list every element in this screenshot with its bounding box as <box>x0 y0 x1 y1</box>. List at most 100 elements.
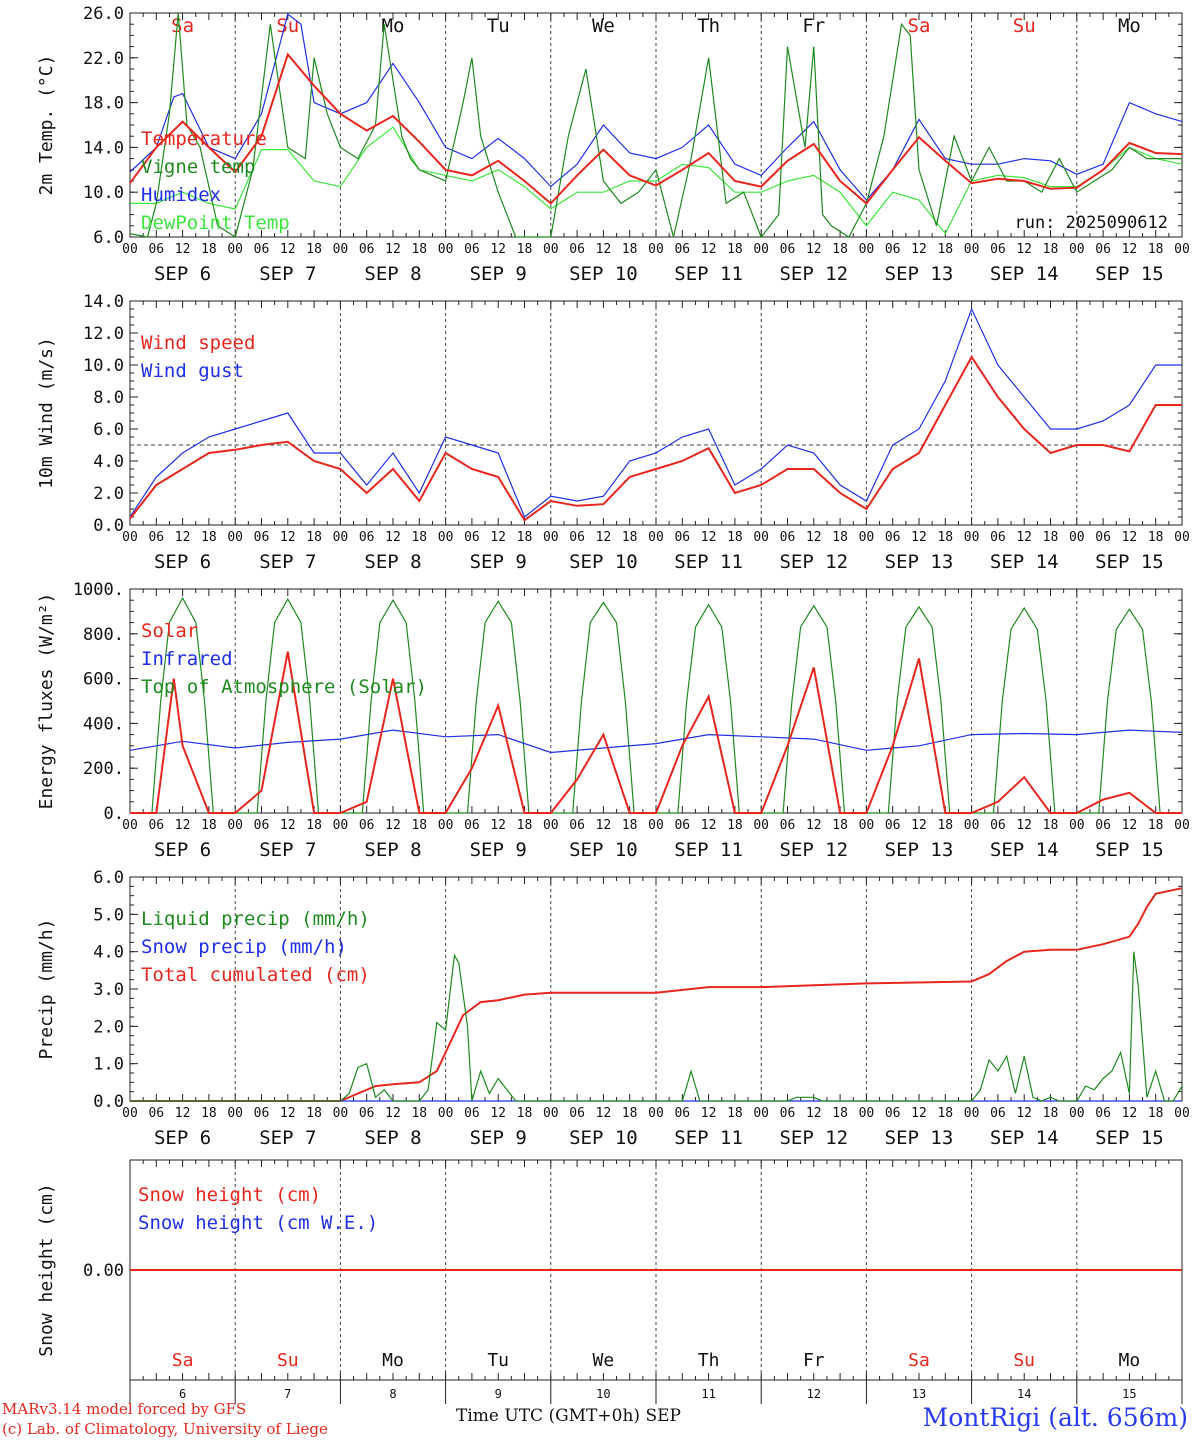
date-label: SEP 6 <box>154 839 211 861</box>
hour-tick-label: 18 <box>1043 1106 1059 1121</box>
hour-tick-label: 00 <box>859 1106 875 1121</box>
weekday-label: Mo <box>1118 15 1141 37</box>
y-tick-label: 12.0 <box>83 324 124 344</box>
y-tick-label: 10.0 <box>83 183 124 203</box>
hour-tick-label: 18 <box>411 242 427 257</box>
hour-tick-label: 00 <box>227 530 243 545</box>
hour-tick-label: 00 <box>333 242 349 257</box>
legend-entry: Snow height (cm W.E.) <box>138 1212 378 1234</box>
hour-tick-label: 06 <box>1095 530 1111 545</box>
date-label: SEP 15 <box>1095 551 1164 573</box>
y-tick-label: 1.0 <box>93 1055 124 1075</box>
y-tick-label: 3.0 <box>93 980 124 1000</box>
date-label: SEP 6 <box>154 551 211 573</box>
hour-tick-label: 00 <box>648 1106 664 1121</box>
hour-tick-label: 00 <box>964 818 980 833</box>
weekday-label: Fr <box>802 15 825 37</box>
y-axis-title: Snow height (cm) <box>36 1183 57 1356</box>
hour-tick-label: 00 <box>438 818 454 833</box>
hour-tick-label: 06 <box>780 818 796 833</box>
hour-tick-label: 06 <box>674 530 690 545</box>
hour-tick-label: 18 <box>306 530 322 545</box>
weekday-label: Su <box>277 1350 299 1371</box>
weekday-label: Sa <box>908 1350 930 1371</box>
hour-tick-label: 12 <box>1016 1106 1032 1121</box>
y-tick-label: 10.0 <box>83 356 124 376</box>
y-tick-label: 0. <box>104 804 124 824</box>
date-label: SEP 13 <box>885 263 954 285</box>
hour-tick-label: 12 <box>490 1106 506 1121</box>
hour-tick-label: 18 <box>1148 242 1164 257</box>
hour-tick-label: 18 <box>937 242 953 257</box>
hour-tick-label: 18 <box>201 242 217 257</box>
legend-entry: DewPoint Temp <box>141 212 290 234</box>
hour-tick-label: 12 <box>701 818 717 833</box>
hour-tick-label: 18 <box>517 242 533 257</box>
hour-tick-label: 18 <box>622 818 638 833</box>
hour-tick-label: 12 <box>1122 1106 1138 1121</box>
hour-tick-label: 00 <box>333 530 349 545</box>
series-line-total-cumulated-cm- <box>130 887 1183 1102</box>
hour-tick-label: 06 <box>254 1106 270 1121</box>
hour-tick-label: 18 <box>411 530 427 545</box>
weekday-label: Su <box>1013 15 1036 37</box>
date-label: SEP 11 <box>674 1127 743 1149</box>
hour-tick-label: 18 <box>306 818 322 833</box>
hour-tick-label: 18 <box>306 1106 322 1121</box>
hour-tick-label: 12 <box>806 1106 822 1121</box>
y-tick-label: 8.0 <box>93 388 124 408</box>
legend-entry: Snow height (cm) <box>138 1184 321 1206</box>
hour-tick-label: 12 <box>175 1106 191 1121</box>
hour-tick-label: 12 <box>596 818 612 833</box>
y-tick-label: 0.00 <box>83 1261 124 1281</box>
hour-tick-label: 12 <box>1016 818 1032 833</box>
hour-tick-label: 12 <box>1122 818 1138 833</box>
date-label: SEP 13 <box>885 839 954 861</box>
hour-tick-label: 00 <box>227 242 243 257</box>
hour-tick-label: 00 <box>1069 818 1085 833</box>
date-label: SEP 9 <box>470 839 527 861</box>
y-tick-label: 2.0 <box>93 484 124 504</box>
date-label: SEP 12 <box>779 263 848 285</box>
legend-entry: Wind gust <box>141 360 244 382</box>
hour-tick-label: 06 <box>1095 1106 1111 1121</box>
hour-tick-label: 12 <box>280 818 296 833</box>
hour-tick-label: 12 <box>911 530 927 545</box>
hour-tick-label: 06 <box>254 818 270 833</box>
hour-tick-label: 00 <box>964 530 980 545</box>
day-number-label: 15 <box>1122 1387 1136 1401</box>
hour-tick-label: 18 <box>622 530 638 545</box>
hour-tick-label: 12 <box>911 242 927 257</box>
hour-tick-label: 18 <box>517 530 533 545</box>
date-label: SEP 13 <box>885 551 954 573</box>
legend-entry: Top of Atmosphere (Solar) <box>141 676 427 698</box>
y-tick-label: 2.0 <box>93 1017 124 1037</box>
hour-tick-label: 18 <box>306 242 322 257</box>
day-number-label: 7 <box>284 1387 291 1401</box>
date-label: SEP 9 <box>470 1127 527 1149</box>
day-number-label: 9 <box>495 1387 502 1401</box>
hour-tick-label: 06 <box>885 1106 901 1121</box>
hour-tick-label: 00 <box>122 242 138 257</box>
weekday-label: We <box>592 15 615 37</box>
weekday-label: Th <box>698 1350 720 1371</box>
hour-tick-label: 12 <box>806 242 822 257</box>
series-line-infrared <box>129 729 1183 754</box>
hour-tick-label: 06 <box>885 242 901 257</box>
hour-tick-label: 00 <box>227 818 243 833</box>
series-line-wind-gust <box>129 307 1182 518</box>
hour-tick-label: 12 <box>1016 242 1032 257</box>
date-label: SEP 11 <box>674 839 743 861</box>
hour-tick-label: 00 <box>753 1106 769 1121</box>
date-label: SEP 8 <box>364 1127 421 1149</box>
date-label: SEP 6 <box>154 1127 211 1149</box>
hour-tick-label: 00 <box>1174 530 1190 545</box>
hour-tick-label: 06 <box>674 818 690 833</box>
hour-tick-label: 12 <box>701 530 717 545</box>
weekday-label: Su <box>1013 1350 1035 1371</box>
hour-tick-label: 18 <box>201 1106 217 1121</box>
hour-tick-label: 06 <box>885 530 901 545</box>
weekday-label: Su <box>276 15 299 37</box>
hour-tick-label: 00 <box>859 818 875 833</box>
day-number-label: 10 <box>596 1387 610 1401</box>
